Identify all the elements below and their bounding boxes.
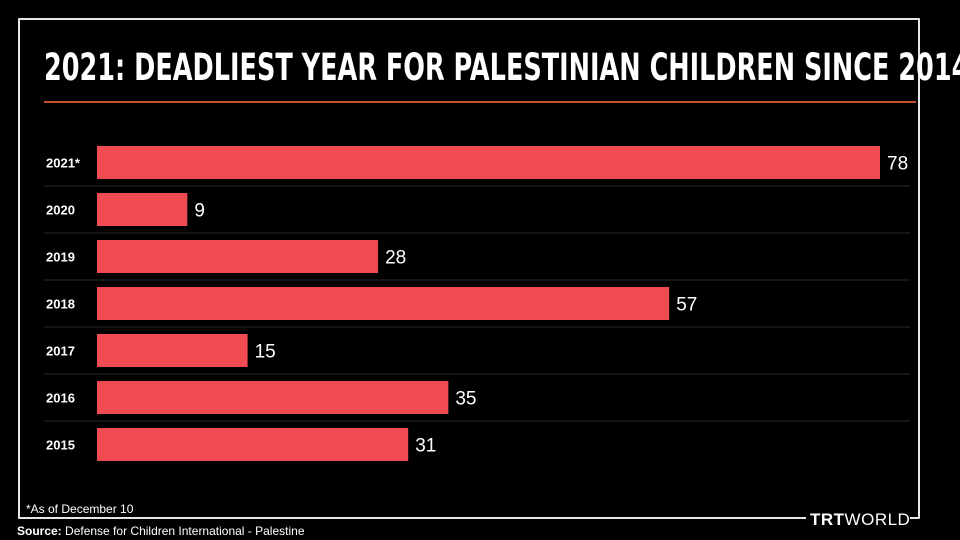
- bar-2021: [97, 146, 880, 179]
- source-text: Defense for Children International - Pal…: [65, 524, 305, 538]
- title-underline: [44, 101, 916, 103]
- category-label: 2015: [46, 438, 75, 453]
- bar-2015: [97, 428, 409, 461]
- category-label: 2020: [46, 203, 75, 218]
- value-label: 57: [676, 295, 697, 316]
- category-label: 2018: [46, 297, 75, 312]
- logo-trt: TRT: [810, 510, 845, 529]
- source-label: Source:: [17, 524, 62, 538]
- bar-2017: [97, 334, 248, 367]
- category-label: 2021*: [46, 156, 81, 171]
- bar-2019: [97, 240, 379, 273]
- bar-2018: [97, 287, 670, 320]
- value-label: 35: [455, 389, 476, 410]
- value-label: 9: [194, 201, 205, 222]
- bar-2020: [97, 193, 188, 226]
- footnote: *As of December 10: [26, 502, 134, 516]
- logo-world: WORLD: [844, 510, 911, 529]
- chart-title: 2021: DEADLIEST YEAR FOR PALESTINIAN CHI…: [44, 46, 960, 89]
- value-label: 15: [255, 342, 276, 363]
- value-label: 78: [887, 154, 908, 175]
- value-label: 31: [415, 436, 436, 457]
- category-label: 2016: [46, 391, 75, 406]
- bar-2016: [97, 381, 449, 414]
- chart-frame: [18, 18, 920, 519]
- category-label: 2019: [46, 250, 75, 265]
- category-label: 2017: [46, 344, 75, 359]
- value-label: 28: [385, 248, 406, 269]
- source-line: Source: Defense for Children Internation…: [17, 524, 305, 538]
- trt-world-logo: TRTWORLD: [810, 510, 910, 530]
